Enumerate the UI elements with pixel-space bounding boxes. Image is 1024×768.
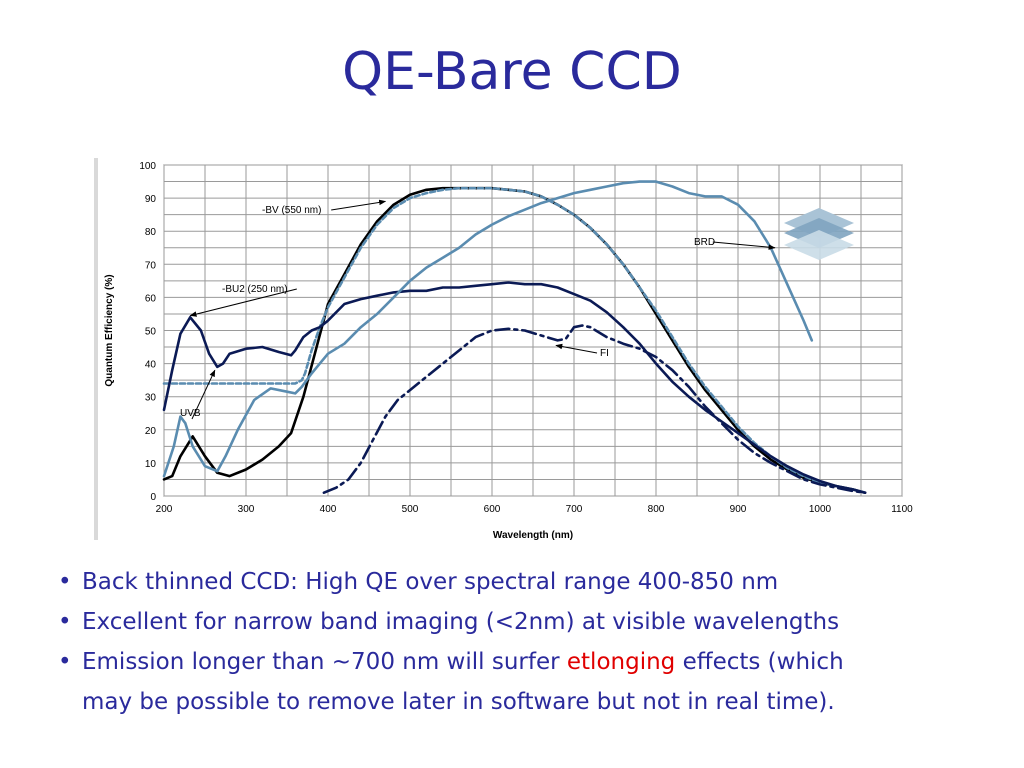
bullet-list: • Back thinned CCD: High QE over spectra…: [58, 562, 978, 722]
label-arrow-3: [712, 241, 776, 250]
series-label-0: -BV (550 nm): [262, 205, 321, 216]
y-tick-label: 50: [145, 327, 157, 338]
bullet-highlight-word: etlonging: [566, 649, 676, 675]
label-arrow-4: [555, 343, 598, 354]
y-tick-label: 20: [145, 426, 157, 437]
series-line-1: [162, 186, 867, 494]
series-line-2: [162, 281, 867, 494]
label-arrow-1: [189, 288, 297, 317]
y-tick-label: 40: [145, 360, 157, 371]
series-line-4: [322, 324, 867, 494]
x-axis-label: Wavelength (nm): [493, 530, 573, 541]
label-arrow-2: [191, 369, 216, 420]
x-tick-label: 800: [648, 504, 665, 515]
series-label-2: UVB: [180, 408, 201, 419]
y-tick-label: 30: [145, 393, 157, 404]
x-tick-label: 400: [320, 504, 337, 515]
bullet-text-3-pre: Emission longer than ~700 nm will surfer: [82, 649, 567, 675]
slide-title: QE-Bare CCD: [342, 42, 682, 102]
series-label-3: BRD: [694, 237, 715, 248]
x-tick-label: 1100: [891, 504, 913, 515]
bullet-item-1: • Back thinned CCD: High QE over spectra…: [58, 562, 978, 602]
series-label-4: FI: [600, 348, 609, 359]
bullet-dot-icon: •: [58, 569, 72, 595]
y-tick-label: 10: [145, 459, 157, 470]
y-tick-label: 60: [145, 293, 157, 304]
bullet-text-1: Back thinned CCD: High QE over spectral …: [82, 569, 779, 595]
qe-chart: 200 300 400 500 600 700 800 900 1000 1100 0 10 20 30 4…: [94, 155, 934, 545]
bullet-item-3: • Emission longer than ~700 nm will surf…: [58, 642, 978, 722]
y-tick-label: 90: [145, 194, 157, 205]
y-tick-label: 80: [145, 227, 157, 238]
y-tick-label: 100: [139, 161, 156, 172]
bullet-dot-icon: •: [58, 649, 72, 675]
series-label-1: -BU2 (250 nm): [222, 284, 288, 295]
x-tick-label: 900: [730, 504, 747, 515]
label-arrow-0: [331, 199, 387, 211]
x-tick-label: 700: [566, 504, 583, 515]
bullet-text-3-post: effects (which: [675, 649, 844, 675]
y-tick-label: 0: [150, 492, 156, 503]
x-tick-label: 300: [238, 504, 255, 515]
bullet-text-2: Excellent for narrow band imaging (<2nm)…: [82, 609, 840, 635]
x-tick-label: 1000: [809, 504, 832, 515]
qe-chart-svg: 200 300 400 500 600 700 800 900 1000 1100 0 10 20 30 4…: [104, 161, 913, 541]
bullet-item-2: • Excellent for narrow band imaging (<2n…: [58, 602, 978, 642]
y-axis-label: Quantum Efficiency (%): [104, 274, 115, 386]
bullet-dot-icon: •: [58, 609, 72, 635]
x-tick-label: 500: [402, 504, 419, 515]
bullet-text-3-line2: may be possible to remove later in softw…: [82, 689, 835, 715]
ccd-chip-logo-icon: [784, 208, 854, 260]
x-tick-label: 600: [484, 504, 501, 515]
scan-edge: [94, 158, 98, 540]
x-tick-label: 200: [156, 504, 173, 515]
series-line-3: [162, 180, 814, 478]
y-tick-label: 70: [145, 260, 157, 271]
